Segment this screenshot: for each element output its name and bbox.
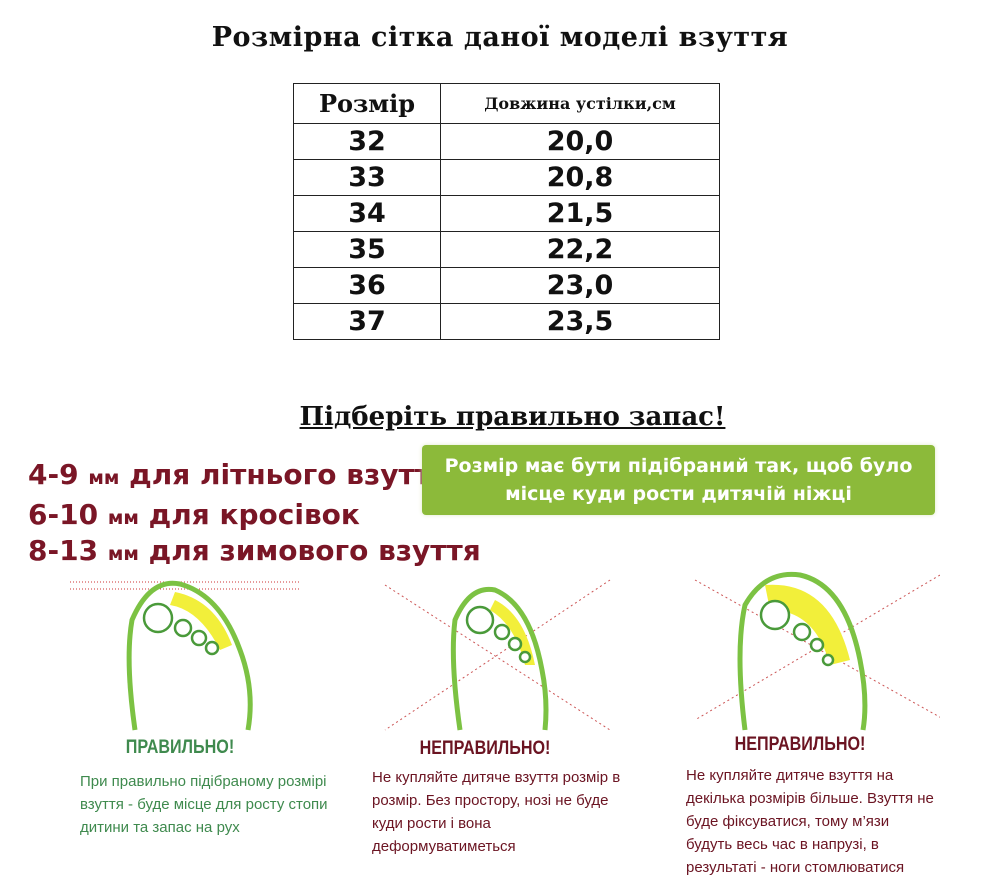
foot-too-small-illustration [384, 579, 611, 731]
section-heading: Підберіть правильно запас! [299, 402, 726, 432]
insole-length-cell: 22,2 [440, 231, 720, 268]
size-cell: 34 [293, 195, 441, 232]
note-box: Розмір має бути підібраний так, щоб було… [422, 445, 935, 515]
insole-length-cell: 20,8 [440, 159, 720, 196]
case-correct-heading: ПРАВИЛЬНО! [125, 737, 235, 758]
foot-correct-illustration [55, 580, 300, 731]
case-too-small [370, 570, 670, 740]
insole-length-cell: 23,5 [440, 303, 720, 340]
allowance-tip: 4-9 мм для літнього взуття [28, 458, 449, 491]
case-too-small-text: Не купляйте дитяче взуття розмір в розмі… [372, 769, 621, 855]
table-row: 37 23,5 [293, 303, 720, 340]
tip-text: для літнього взуття [129, 458, 449, 491]
case-too-small-heading: НЕПРАВИЛЬНО! [419, 738, 551, 759]
insole-length-cell: 21,5 [440, 195, 720, 232]
case-too-big-text: Не купляйте дитяче взуття на декілька ро… [686, 767, 934, 876]
header-length: Довжина устілки,см [440, 83, 720, 124]
allowance-tip: 8-13 мм для зимового взуття [28, 534, 481, 567]
allowance-tip: 6-10 мм для кросівок [28, 498, 360, 531]
tip-unit: мм [107, 507, 139, 529]
header-size: Розмір [293, 83, 441, 124]
table-row: 33 20,8 [293, 159, 720, 196]
tip-range: 8-13 [28, 534, 99, 567]
size-cell: 35 [293, 231, 441, 268]
foot-too-big-illustration [694, 571, 946, 731]
table-row: 34 21,5 [293, 195, 720, 232]
size-cell: 33 [293, 159, 441, 196]
case-correct [55, 570, 370, 740]
size-cell: 37 [293, 303, 441, 340]
tip-text: для кросівок [148, 498, 360, 531]
case-too-big-heading: НЕПРАВИЛЬНО! [734, 734, 866, 755]
tip-unit: мм [88, 467, 120, 489]
table-row: 32 20,0 [293, 123, 720, 160]
tip-range: 4-9 [28, 458, 79, 491]
case-too-big [680, 570, 980, 740]
insole-length-cell: 23,0 [440, 267, 720, 304]
table-header: Розмір Довжина устілки,см [293, 83, 720, 124]
size-cell: 36 [293, 267, 441, 304]
tip-unit: мм [107, 543, 139, 565]
tip-range: 6-10 [28, 498, 99, 531]
page-title: Розмірна сітка даної моделі взуття [211, 22, 789, 53]
table-row: 35 22,2 [293, 231, 720, 268]
table-row: 36 23,0 [293, 267, 720, 304]
tip-text: для зимового взуття [148, 534, 481, 567]
insole-length-cell: 20,0 [440, 123, 720, 160]
size-table: Розмір Довжина устілки,см 32 20,0 33 20,8 34 2… [293, 83, 720, 340]
size-cell: 32 [293, 123, 441, 160]
case-correct-text: При правильно підібраному розмірі взуття… [80, 773, 328, 836]
